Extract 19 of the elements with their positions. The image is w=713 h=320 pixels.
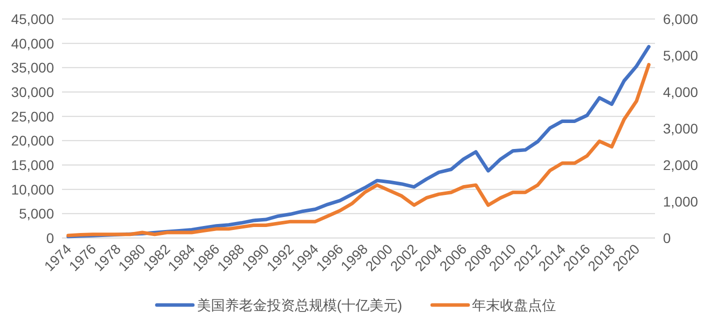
- y-tick-label: 15,000: [11, 157, 54, 173]
- y2-tick-label: 4,000: [663, 84, 698, 100]
- y2-tick-label: 0: [663, 230, 671, 246]
- y-tick-label: 10,000: [11, 181, 54, 198]
- y-tick-label: 30,000: [11, 84, 54, 100]
- y2-tick-label: 1,000: [663, 194, 698, 210]
- y-tick-label: 0: [46, 230, 54, 246]
- legend-label: 美国养老金投资总规模(十亿美元): [196, 297, 402, 313]
- y-tick-label: 25,000: [11, 108, 54, 124]
- y-tick-label: 40,000: [11, 35, 54, 52]
- y2-tick-label: 3,000: [663, 120, 698, 136]
- y-tick-label: 5,000: [18, 206, 54, 222]
- y-tick-label: 45,000: [11, 11, 54, 27]
- legend-label: 年末收盘点位: [472, 297, 556, 313]
- y-tick-label: 20,000: [11, 132, 54, 149]
- y-tick-label: 35,000: [11, 60, 54, 76]
- y2-tick-label: 2,000: [663, 157, 698, 173]
- y2-tick-label: 6,000: [663, 11, 698, 27]
- y2-tick-label: 5,000: [663, 48, 698, 64]
